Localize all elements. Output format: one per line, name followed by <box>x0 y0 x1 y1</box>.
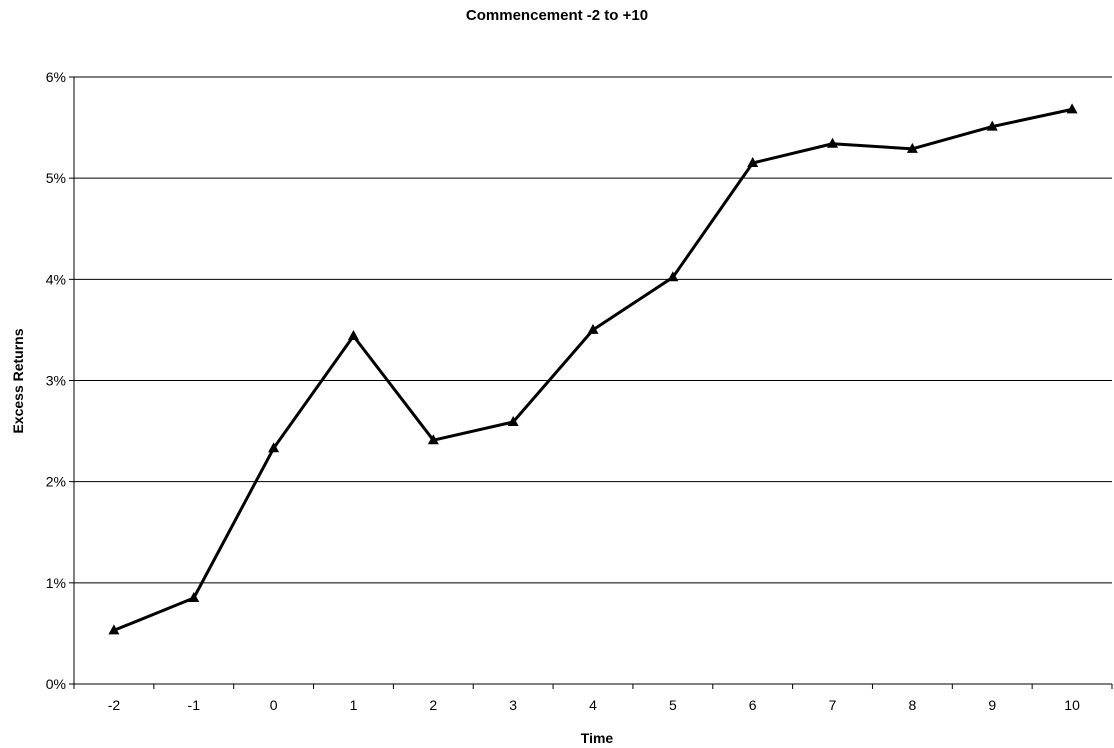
x-tick-label: 7 <box>829 697 837 713</box>
y-tick-label: 5% <box>46 170 66 186</box>
data-point-marker <box>587 323 599 334</box>
y-tick-labels: 0% 1% 2% 3% 4% 5% 6% <box>46 69 66 692</box>
x-tick-label: 1 <box>350 697 358 713</box>
x-tick-label: 6 <box>749 697 757 713</box>
y-tick-label: 6% <box>46 69 66 85</box>
data-point-marker <box>1066 103 1078 114</box>
data-point-marker <box>507 415 519 426</box>
x-tick-label: 3 <box>509 697 517 713</box>
y-tick-label: 0% <box>46 676 66 692</box>
data-point-marker <box>427 434 439 445</box>
data-point-marker <box>747 156 759 167</box>
data-point-marker <box>986 120 998 131</box>
data-point-marker <box>268 442 280 453</box>
x-tick-label: -1 <box>188 697 201 713</box>
x-tick-label: 10 <box>1064 697 1080 713</box>
data-point-marker <box>827 137 839 148</box>
x-tick-label: 8 <box>908 697 916 713</box>
x-tick-label: 5 <box>669 697 677 713</box>
x-tick-label: 9 <box>988 697 996 713</box>
data-point-marker <box>108 624 120 635</box>
y-axis-label: Excess Returns <box>10 328 26 433</box>
series-group <box>108 103 1078 635</box>
x-tick-label: 4 <box>589 697 597 713</box>
gridlines <box>74 76 1112 584</box>
x-tick-labels: -2 -1 0 1 2 3 4 5 6 7 8 9 10 <box>108 697 1080 713</box>
y-tick-label: 2% <box>46 474 66 490</box>
y-tick-label: 4% <box>46 271 66 287</box>
x-axis-label: Time <box>581 730 614 746</box>
x-tick-label: 0 <box>270 697 278 713</box>
data-point-marker <box>347 329 359 340</box>
y-tick-label: 1% <box>46 575 66 591</box>
data-point-marker <box>906 142 918 153</box>
y-tick-label: 3% <box>46 373 66 389</box>
data-point-marker <box>667 271 679 282</box>
chart-title: Commencement -2 to +10 <box>466 7 648 24</box>
x-tick-label: 2 <box>429 697 437 713</box>
axes <box>69 76 1113 689</box>
x-tick-label: -2 <box>108 697 121 713</box>
data-point-marker <box>188 592 200 603</box>
series-line <box>113 107 1073 632</box>
